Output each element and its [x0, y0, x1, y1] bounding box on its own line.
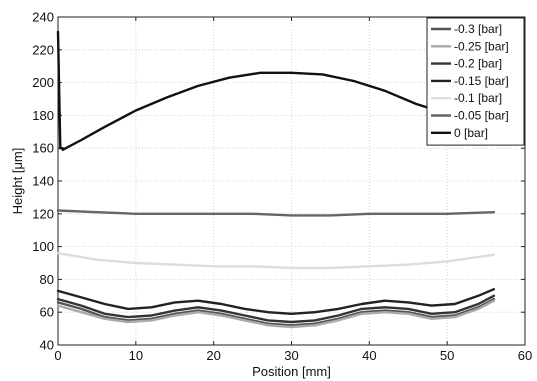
x-tick-label-0: 0 — [54, 348, 61, 363]
series-lines — [56, 30, 496, 329]
y-tick-label-10: 240 — [32, 10, 54, 25]
legend-label-6: 0 [bar] — [454, 126, 488, 140]
y-tick-label-8: 200 — [32, 75, 54, 90]
series-line-2 — [56, 294, 496, 324]
legend-label-0: -0.3 [bar] — [454, 22, 502, 36]
x-tick-label-3: 30 — [284, 348, 298, 363]
y-tick-label-0: 40 — [40, 338, 54, 353]
y-tick-label-9: 220 — [32, 42, 54, 57]
x-axis-label: Position [mm] — [252, 364, 331, 379]
x-tick-label-4: 40 — [362, 348, 376, 363]
x-tick-label-2: 20 — [206, 348, 220, 363]
y-tick-label-3: 100 — [32, 239, 54, 254]
y-tick-label-2: 80 — [40, 272, 54, 287]
y-tick-label-6: 160 — [32, 141, 54, 156]
y-tick-label-4: 120 — [32, 206, 54, 221]
legend-label-2: -0.2 [bar] — [454, 57, 502, 71]
legend-label-1: -0.25 [bar] — [454, 39, 509, 53]
y-tick-label-1: 60 — [40, 305, 54, 320]
y-axis-label: Height [μm] — [10, 148, 25, 215]
series-line-5 — [56, 209, 496, 217]
x-tick-label-5: 50 — [440, 348, 454, 363]
y-tick-label-5: 140 — [32, 174, 54, 189]
legend: -0.3 [bar] -0.25 [bar] -0.2 [bar] -0.15 [ba… — [426, 17, 525, 146]
series-line-6 — [56, 30, 433, 152]
y-tick-label-7: 180 — [32, 108, 54, 123]
x-tick-label-6: 60 — [518, 348, 532, 363]
x-tick-label-1: 10 — [129, 348, 143, 363]
series-line-4 — [56, 251, 496, 270]
series-line-3 — [56, 288, 496, 315]
series-line-1 — [56, 299, 496, 329]
series-line-0 — [56, 297, 496, 327]
legend-label-5: -0.05 [bar] — [454, 109, 509, 123]
y-axis-ticks: 40 60 80 100 120 140 160 180 200 220 240 — [32, 10, 525, 353]
legend-label-3: -0.15 [bar] — [454, 74, 509, 88]
legend-label-4: -0.1 [bar] — [454, 91, 502, 105]
